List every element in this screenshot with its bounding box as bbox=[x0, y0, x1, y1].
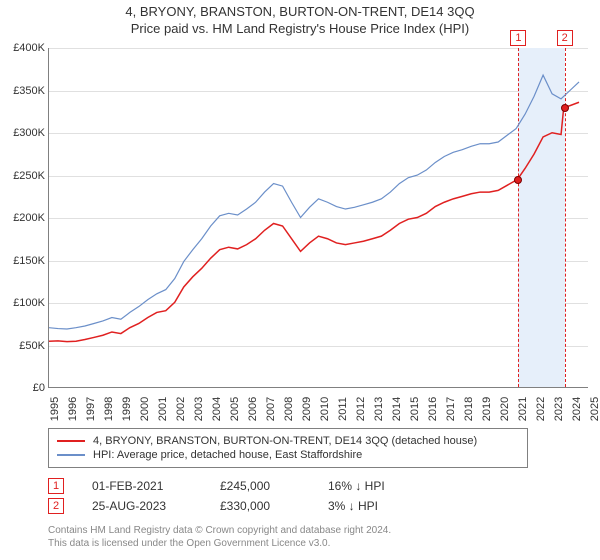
plot-area: £0£50K£100K£150K£200K£250K£300K£350K£400… bbox=[48, 48, 588, 388]
x-axis-label: 2015 bbox=[409, 397, 421, 421]
footer-attribution: Contains HM Land Registry data © Crown c… bbox=[48, 524, 391, 550]
x-axis-label: 2021 bbox=[517, 397, 529, 421]
x-axis-label: 1999 bbox=[121, 397, 133, 421]
chart-title-address: 4, BRYONY, BRANSTON, BURTON-ON-TRENT, DE… bbox=[0, 4, 600, 19]
x-axis-label: 2008 bbox=[283, 397, 295, 421]
legend-item-property: 4, BRYONY, BRANSTON, BURTON-ON-TRENT, DE… bbox=[57, 435, 519, 447]
sale-row: 2 25-AUG-2023 £330,000 3% ↓ HPI bbox=[48, 498, 385, 514]
y-axis-label: £150K bbox=[3, 255, 45, 267]
sale-row: 1 01-FEB-2021 £245,000 16% ↓ HPI bbox=[48, 478, 385, 494]
sale-annotation-box: 1 bbox=[510, 30, 526, 46]
x-axis-label: 1997 bbox=[85, 397, 97, 421]
series-line-property-price bbox=[49, 102, 579, 341]
x-axis-label: 2013 bbox=[373, 397, 385, 421]
sale-marker-dot bbox=[561, 104, 569, 112]
x-axis-label: 2000 bbox=[139, 397, 151, 421]
sale-price: £245,000 bbox=[220, 479, 300, 493]
x-axis-label: 2004 bbox=[211, 397, 223, 421]
x-axis-label: 2023 bbox=[553, 397, 565, 421]
series-line-hpi bbox=[49, 75, 579, 329]
x-axis-label: 2006 bbox=[247, 397, 259, 421]
x-axis-label: 1996 bbox=[67, 397, 79, 421]
y-axis-label: £400K bbox=[3, 42, 45, 54]
x-axis-label: 2010 bbox=[319, 397, 331, 421]
y-axis-label: £300K bbox=[3, 127, 45, 139]
x-axis-label: 2022 bbox=[535, 397, 547, 421]
x-axis-label: 2001 bbox=[157, 397, 169, 421]
sale-marker-box: 2 bbox=[48, 498, 64, 514]
y-axis-label: £250K bbox=[3, 170, 45, 182]
y-axis-label: £50K bbox=[3, 340, 45, 352]
x-axis-label: 2019 bbox=[481, 397, 493, 421]
x-axis-label: 2012 bbox=[355, 397, 367, 421]
legend: 4, BRYONY, BRANSTON, BURTON-ON-TRENT, DE… bbox=[48, 428, 528, 468]
x-axis-label: 2020 bbox=[499, 397, 511, 421]
x-axis-label: 2003 bbox=[193, 397, 205, 421]
x-axis-label: 2002 bbox=[175, 397, 187, 421]
legend-item-hpi: HPI: Average price, detached house, East… bbox=[57, 449, 519, 461]
x-axis-label: 2017 bbox=[445, 397, 457, 421]
y-axis-label: £100K bbox=[3, 297, 45, 309]
x-axis-label: 1995 bbox=[49, 397, 61, 421]
footer-line: This data is licensed under the Open Gov… bbox=[48, 537, 391, 550]
sales-table: 1 01-FEB-2021 £245,000 16% ↓ HPI 2 25-AU… bbox=[48, 474, 385, 518]
y-axis-label: £200K bbox=[3, 212, 45, 224]
footer-line: Contains HM Land Registry data © Crown c… bbox=[48, 524, 391, 537]
sale-date: 01-FEB-2021 bbox=[92, 479, 192, 493]
x-axis-label: 2016 bbox=[427, 397, 439, 421]
x-axis-label: 2009 bbox=[301, 397, 313, 421]
legend-swatch-property bbox=[57, 440, 85, 442]
price-chart: 4, BRYONY, BRANSTON, BURTON-ON-TRENT, DE… bbox=[0, 0, 600, 560]
x-axis-label: 2018 bbox=[463, 397, 475, 421]
legend-label-hpi: HPI: Average price, detached house, East… bbox=[93, 449, 362, 461]
x-axis-label: 2014 bbox=[391, 397, 403, 421]
legend-swatch-hpi bbox=[57, 454, 85, 456]
sale-price: £330,000 bbox=[220, 499, 300, 513]
x-axis-label: 2007 bbox=[265, 397, 277, 421]
sale-marker-box: 1 bbox=[48, 478, 64, 494]
x-axis-label: 2011 bbox=[337, 397, 349, 421]
sale-delta: 16% ↓ HPI bbox=[328, 479, 385, 493]
x-axis-label: 2005 bbox=[229, 397, 241, 421]
legend-label-property: 4, BRYONY, BRANSTON, BURTON-ON-TRENT, DE… bbox=[93, 435, 477, 447]
x-axis-label: 1998 bbox=[103, 397, 115, 421]
y-axis-label: £350K bbox=[3, 85, 45, 97]
series-svg bbox=[49, 48, 588, 387]
sale-delta: 3% ↓ HPI bbox=[328, 499, 378, 513]
y-axis-label: £0 bbox=[3, 382, 45, 394]
x-axis-label: 2024 bbox=[571, 397, 583, 421]
x-axis-label: 2025 bbox=[589, 397, 600, 421]
sale-annotation-box: 2 bbox=[557, 30, 573, 46]
sale-date: 25-AUG-2023 bbox=[92, 499, 192, 513]
